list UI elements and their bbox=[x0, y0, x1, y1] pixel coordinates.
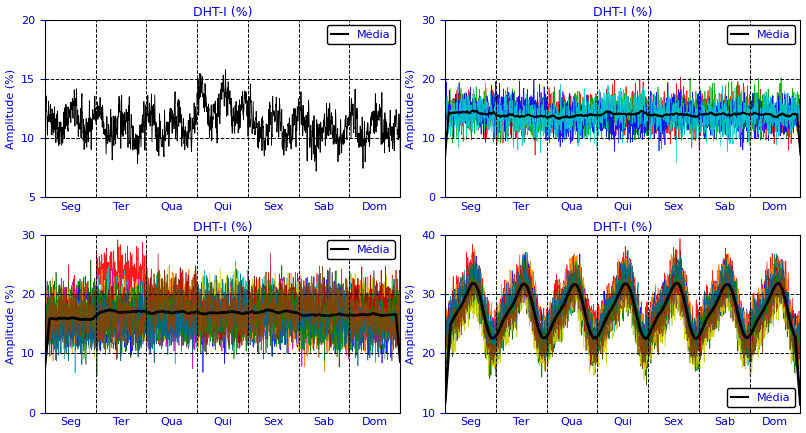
Legend: Média: Média bbox=[326, 240, 395, 259]
Y-axis label: Amplitude (%): Amplitude (%) bbox=[6, 284, 15, 364]
Y-axis label: Amplitude (%): Amplitude (%) bbox=[405, 68, 416, 149]
Y-axis label: Amplitude (%): Amplitude (%) bbox=[405, 284, 416, 364]
Title: DHT-I (%): DHT-I (%) bbox=[193, 221, 252, 234]
Legend: Média: Média bbox=[727, 25, 795, 44]
Title: DHT-I (%): DHT-I (%) bbox=[593, 6, 653, 19]
Y-axis label: Amplitude (%): Amplitude (%) bbox=[6, 68, 15, 149]
Title: DHT-I (%): DHT-I (%) bbox=[593, 221, 653, 234]
Title: DHT-I (%): DHT-I (%) bbox=[193, 6, 252, 19]
Legend: Média: Média bbox=[727, 388, 795, 407]
Legend: Média: Média bbox=[326, 25, 395, 44]
